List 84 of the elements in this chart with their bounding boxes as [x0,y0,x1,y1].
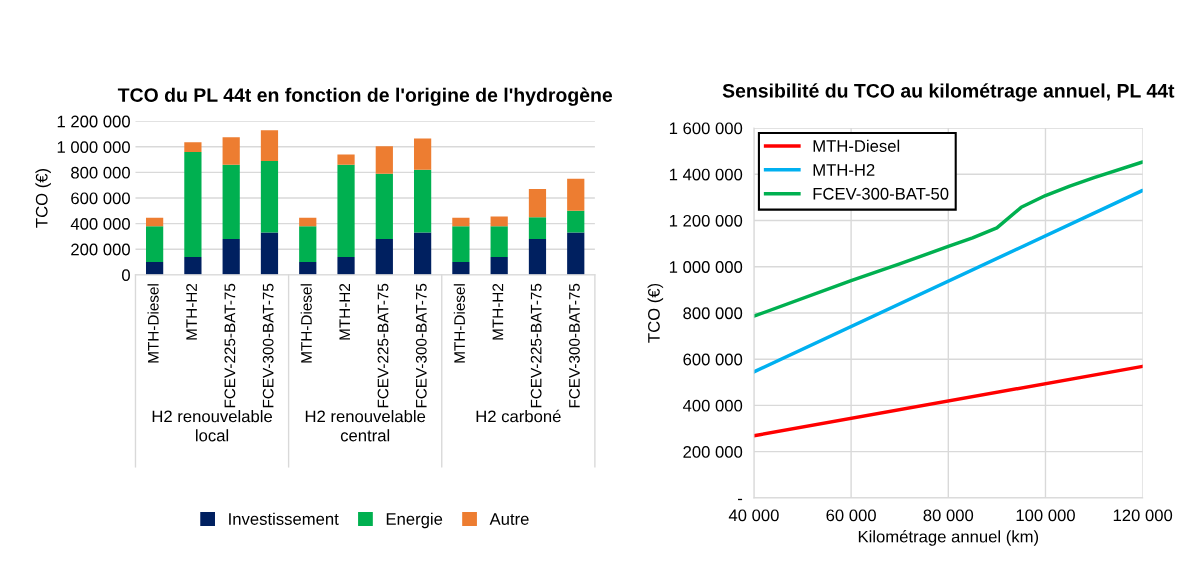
bar [452,226,470,263]
text: H2 renouvelable central [305,410,426,442]
y-tick-label: 400 000 [682,399,743,412]
y-tick-label: 800 000 [683,307,743,320]
x-axis-title: Kilométrage annuel (km) [858,530,1039,546]
y-tick-label: 600 000 [71,192,130,205]
bar [528,217,547,239]
bar [299,226,317,263]
text: H2 carboné [476,409,561,423]
bar [337,154,355,165]
y-tick-label: 0 [121,269,130,282]
y-tick-label: 1 000 000 [57,141,130,154]
bar [567,210,585,233]
bar [375,173,393,239]
x-tick-label: 60 000 [826,509,876,522]
x-tick-label: FCEV-300-BAT-75 [262,283,274,408]
x-tick-label: 40 000 [728,509,779,522]
bar [260,130,279,161]
bar [452,262,470,275]
bar [146,262,164,275]
x-tick-label: FCEV-225-BAT-75 [530,283,542,408]
legend-label: Energie [386,512,443,529]
bar [222,238,240,275]
text: H2 renouvelable local [152,410,272,442]
bar [490,226,508,257]
x-tick-label: 80 000 [923,509,974,522]
bar [146,226,164,263]
y-tick-label: 1 200 000 [669,214,743,227]
bar [222,137,240,165]
x-tick-label: MTH-Diesel [453,284,465,363]
chart-title: Sensibilité du TCO au kilométrage annuel, PL 44t [722,83,1175,102]
bar [567,178,585,211]
bar [375,238,393,275]
bar [375,146,393,174]
legend-label: MTH-Diesel [813,139,900,152]
y-tick-label: 1 000 000 [669,261,743,273]
x-tick-label: MTH-H2 [492,283,504,340]
y-tick-label: 200 000 [683,446,743,458]
x-tick-label: FCEV-300-BAT-75 [569,283,580,408]
bar [299,262,317,275]
bar [260,160,279,233]
x-tick-label: 120 000 [1113,509,1173,522]
bar [413,138,432,170]
legend-label: MTH-H2 [813,164,875,176]
y-tick-label: 200 000 [71,243,130,256]
y-tick-label: 400 000 [70,218,130,230]
y-tick-label: 600 000 [683,353,743,366]
x-tick-label: FCEV-300-BAT-75 [415,283,427,408]
bar [490,216,508,227]
x-tick-label: MTH-H2 [339,283,350,340]
bar [567,232,585,275]
bar [184,151,202,257]
bar [146,217,164,227]
bar [528,238,547,275]
y-tick-label: 1 600 000 [669,122,743,135]
y-tick-label: 1 400 000 [669,168,743,181]
line-series [753,160,1143,318]
chart-title: TCO du PL 44t en fonction de l'origine de l'hydrogène [117,87,613,106]
x-tick-label: FCEV-225-BAT-75 [224,283,236,408]
y-tick-label: 1 200 000 [57,115,130,128]
legend-label: Investissement [229,512,339,525]
x-tick-label: MTH-Diesel [300,284,312,363]
y-axis-title: TCO (€) [647,283,664,343]
legend-label: FCEV-300-BAT-50 [813,187,949,200]
bar [260,232,279,275]
bar [452,217,470,227]
y-tick-label: 800 000 [71,166,130,179]
legend-label: Autre [489,513,529,525]
bar [184,256,202,275]
bar [413,232,432,275]
bar [490,256,508,275]
y-tick-label: - [738,498,743,501]
bar [222,164,240,239]
bar [184,142,202,152]
bar [337,164,355,257]
x-tick-label: MTH-Diesel [147,284,159,363]
x-tick-label: FCEV-225-BAT-75 [377,283,389,408]
y-axis-title: TCO (€) [35,168,51,228]
x-tick-label: 100 000 [1016,509,1075,522]
bar [337,256,355,275]
bar [299,217,317,227]
bar [413,169,432,233]
bar [528,189,547,218]
x-tick-label: MTH-H2 [186,283,197,340]
